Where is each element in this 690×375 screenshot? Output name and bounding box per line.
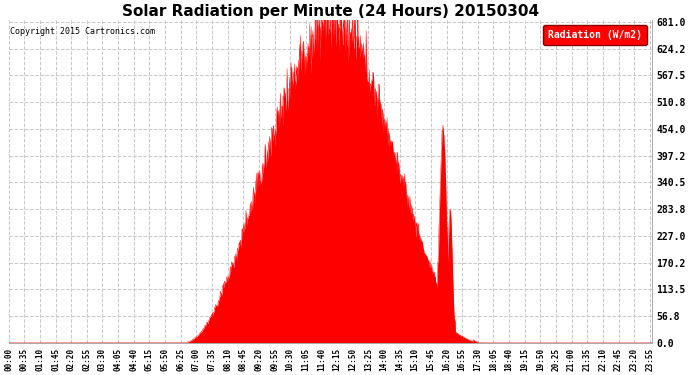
Text: Copyright 2015 Cartronics.com: Copyright 2015 Cartronics.com <box>10 27 155 36</box>
Title: Solar Radiation per Minute (24 Hours) 20150304: Solar Radiation per Minute (24 Hours) 20… <box>121 4 539 19</box>
Legend: Radiation (W/m2): Radiation (W/m2) <box>543 25 647 45</box>
